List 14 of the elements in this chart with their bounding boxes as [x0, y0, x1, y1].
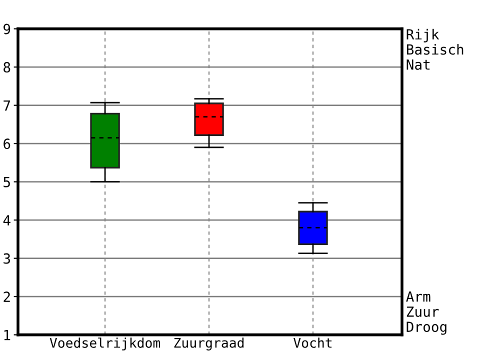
- x-tick-label: Vocht: [294, 338, 332, 348]
- y-tick-label: 1: [4, 330, 10, 340]
- y-tick-label: 2: [4, 292, 10, 302]
- y-tick-label: 9: [4, 24, 10, 34]
- text: Rijk Basisch Nat: [406, 28, 464, 70]
- y-tick-label: 8: [4, 62, 10, 73]
- x-tick-label: Zuurgraad: [174, 338, 244, 350]
- y-tick-label: 6: [4, 138, 10, 150]
- text: Arm Zuur Droog: [406, 291, 446, 335]
- y-tick-label: 5: [4, 176, 10, 188]
- y-tick-label: 4: [3, 215, 10, 226]
- y-tick-label: 3: [4, 253, 10, 264]
- y-tick-label: 7: [4, 100, 10, 111]
- x-tick-label: Voedselrijkdom: [50, 338, 160, 350]
